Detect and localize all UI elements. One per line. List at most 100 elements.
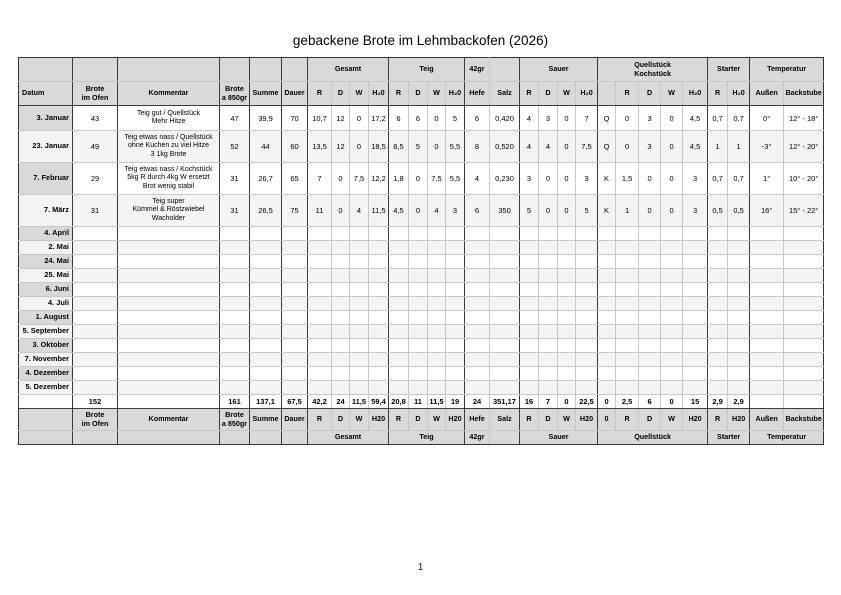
- data-cell: Q: [597, 130, 617, 163]
- data-cell: [489, 240, 520, 255]
- data-cell: [707, 380, 729, 395]
- data-cell: [331, 324, 350, 339]
- total-cell: 11,5: [349, 394, 369, 409]
- data-cell: [727, 226, 751, 241]
- data-cell: [464, 324, 490, 339]
- data-cell: [349, 282, 369, 297]
- data-cell: [427, 296, 446, 311]
- total-cell: [749, 394, 785, 409]
- data-cell: [249, 366, 282, 381]
- data-cell: 4: [519, 130, 539, 163]
- data-cell: 75: [281, 194, 308, 227]
- date-cell: 7. März: [18, 194, 73, 227]
- data-cell: 1: [707, 130, 729, 163]
- data-cell: 0,230: [489, 162, 520, 195]
- data-cell: 1: [615, 194, 640, 227]
- total-cell: 0: [597, 394, 617, 409]
- bread-table: Gesamt Teig 42gr Sauer Quellstück Kochstück S…: [18, 57, 825, 445]
- comment-cell: [117, 240, 220, 255]
- group-header: Quellstück Kochstück: [597, 57, 709, 82]
- data-cell: [615, 310, 640, 325]
- data-cell: 3: [519, 162, 539, 195]
- data-cell: 7: [307, 162, 332, 195]
- data-cell: [574, 296, 599, 311]
- data-cell: [707, 226, 729, 241]
- data-cell: 4,5: [388, 194, 409, 227]
- column-header: W: [427, 81, 446, 106]
- footer-header: W: [660, 408, 684, 431]
- data-cell: [727, 380, 751, 395]
- data-cell: [249, 240, 282, 255]
- data-cell: [519, 282, 539, 297]
- comment-cell: Teig gut / Quellstück Mehr Hitze: [117, 105, 220, 131]
- data-cell: [574, 380, 599, 395]
- data-cell: [638, 254, 662, 269]
- column-header: D: [408, 81, 428, 106]
- data-cell: [331, 268, 350, 283]
- data-cell: 5: [445, 105, 465, 131]
- footer-header: Backstube: [783, 408, 825, 431]
- data-cell: [307, 254, 332, 269]
- data-cell: [783, 254, 825, 269]
- data-cell: 26,5: [249, 194, 282, 227]
- table-row: 4. Juli: [18, 296, 825, 311]
- data-cell: [464, 226, 490, 241]
- data-cell: 0: [538, 194, 558, 227]
- data-cell: 0,7: [707, 105, 729, 131]
- data-cell: [682, 338, 709, 353]
- data-cell: [682, 310, 709, 325]
- data-cell: [783, 296, 825, 311]
- column-header: H₂0: [445, 81, 465, 106]
- data-cell: [660, 324, 684, 339]
- data-cell: 0: [660, 162, 684, 195]
- data-cell: 60: [281, 130, 308, 163]
- data-cell: [597, 366, 617, 381]
- data-cell: [638, 366, 662, 381]
- data-cell: [615, 380, 640, 395]
- data-cell: [597, 352, 617, 367]
- data-cell: 18,5: [368, 130, 389, 163]
- data-cell: [660, 226, 684, 241]
- column-header: [597, 81, 617, 106]
- date-cell: 4. April: [18, 226, 73, 241]
- group-header: [117, 57, 220, 82]
- data-cell: [638, 240, 662, 255]
- total-cell: [783, 394, 825, 409]
- data-cell: [597, 226, 617, 241]
- table-row: 25. Mai: [18, 268, 825, 283]
- data-cell: [557, 338, 576, 353]
- total-cell: 6: [638, 394, 662, 409]
- group-header: Gesamt: [307, 57, 389, 82]
- data-cell: [597, 268, 617, 283]
- data-cell: [349, 268, 369, 283]
- data-cell: [783, 268, 825, 283]
- data-cell: [638, 268, 662, 283]
- group-header: Starter: [707, 57, 751, 82]
- data-cell: [489, 366, 520, 381]
- data-cell: [749, 226, 785, 241]
- table-row: 23. Januar 49 Teig etwas nass / Quellstück…: [18, 130, 825, 163]
- data-cell: K: [597, 162, 617, 195]
- data-cell: [574, 282, 599, 297]
- column-header: W: [349, 81, 369, 106]
- data-cell: [682, 282, 709, 297]
- comment-cell: Teig etwas nass / Kochstück 5kg R durch …: [117, 162, 220, 195]
- comment-cell: [117, 352, 220, 367]
- data-cell: [307, 380, 332, 395]
- data-cell: 0: [538, 162, 558, 195]
- data-cell: [557, 324, 576, 339]
- data-cell: [615, 324, 640, 339]
- data-cell: Q: [597, 105, 617, 131]
- data-cell: [72, 338, 118, 353]
- comment-cell: [117, 296, 220, 311]
- data-cell: 0,7: [707, 162, 729, 195]
- data-cell: [427, 226, 446, 241]
- data-cell: [307, 282, 332, 297]
- data-cell: [489, 380, 520, 395]
- footer-header: H20: [727, 408, 751, 431]
- total-cell: 2,9: [707, 394, 729, 409]
- data-cell: [682, 296, 709, 311]
- data-cell: [749, 254, 785, 269]
- data-cell: [331, 240, 350, 255]
- data-cell: [749, 324, 785, 339]
